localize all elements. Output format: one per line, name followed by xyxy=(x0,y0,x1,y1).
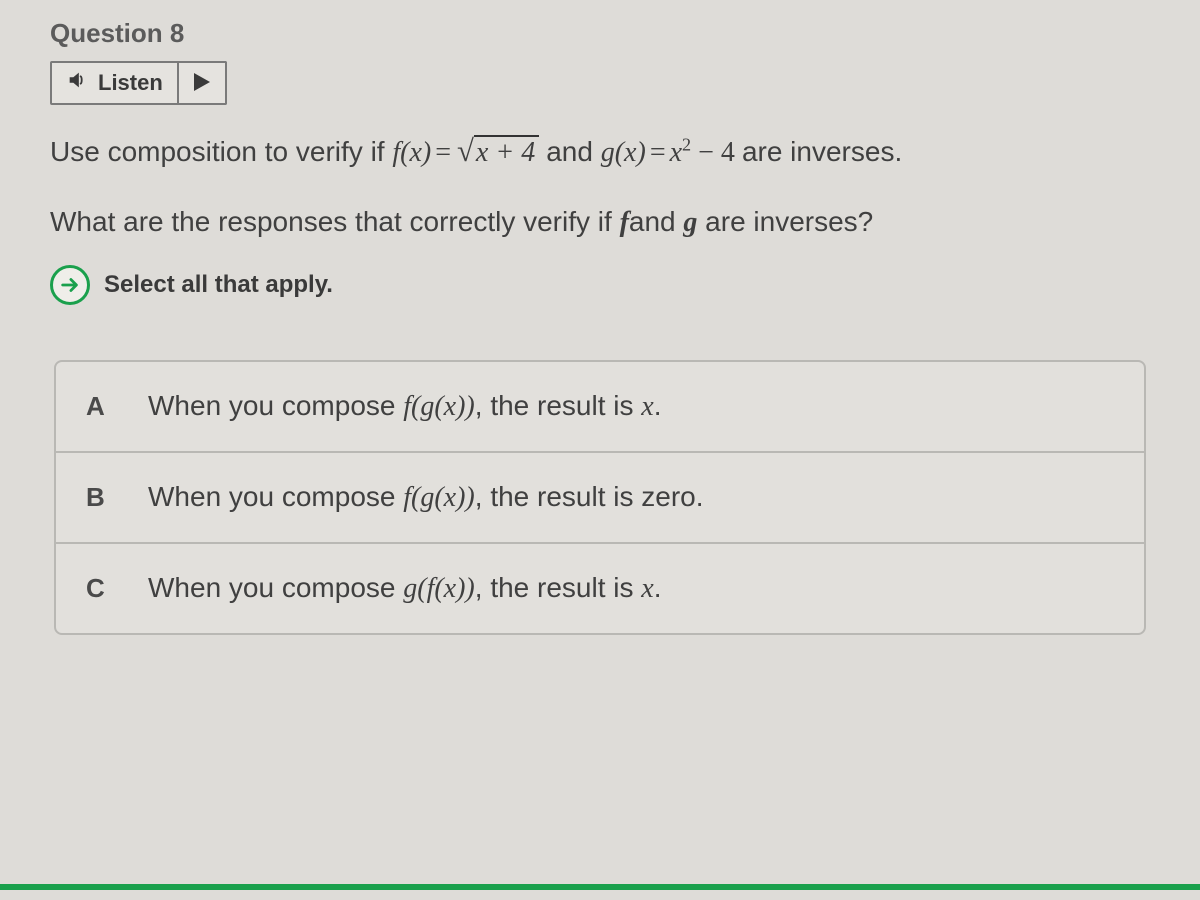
f-expression: f(x)=√x + 4 xyxy=(392,137,546,168)
sub-question-text: What are the responses that correctly ve… xyxy=(50,206,1150,239)
progress-bar xyxy=(0,884,1200,890)
listen-label: Listen xyxy=(98,70,163,96)
option-text: When you compose f(g(x)), the result is … xyxy=(148,481,704,514)
question-number-header: Question 8 xyxy=(50,18,1150,49)
option-c[interactable]: C When you compose g(f(x)), the result i… xyxy=(56,544,1144,633)
quiz-question-page: Question 8 Listen Use composition to ver… xyxy=(0,0,1200,900)
speaker-icon xyxy=(66,69,88,97)
option-letter: C xyxy=(86,573,116,604)
option-text: When you compose g(f(x)), the result is … xyxy=(148,572,662,605)
listen-controls: Listen xyxy=(50,61,1150,105)
option-a[interactable]: A When you compose f(g(x)), the result i… xyxy=(56,362,1144,453)
option-letter: A xyxy=(86,391,116,422)
instruction-row: Select all that apply. xyxy=(50,265,1150,305)
play-button[interactable] xyxy=(179,61,227,105)
question-prefix: Use composition to verify if xyxy=(50,136,392,167)
arrow-right-icon xyxy=(50,265,90,305)
question-text: Use composition to verify if f(x)=√x + 4… xyxy=(50,127,1150,176)
option-letter: B xyxy=(86,482,116,513)
option-text: When you compose f(g(x)), the result is … xyxy=(148,390,662,423)
listen-button[interactable]: Listen xyxy=(50,61,179,105)
answer-options: A When you compose f(g(x)), the result i… xyxy=(54,360,1146,635)
play-icon xyxy=(194,73,210,94)
question-suffix: are inverses. xyxy=(742,136,902,167)
g-expression: g(x)=x2 − 4 xyxy=(601,137,742,168)
option-b[interactable]: B When you compose f(g(x)), the result i… xyxy=(56,453,1144,544)
instruction-text: Select all that apply. xyxy=(104,271,333,299)
question-and: and xyxy=(546,136,601,167)
